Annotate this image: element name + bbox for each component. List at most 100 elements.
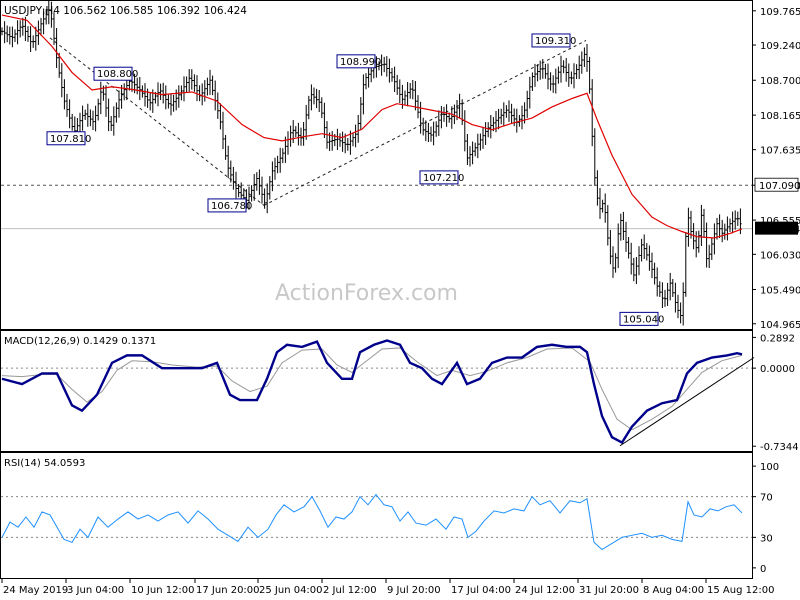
ohlc-bar [611,246,615,278]
ohlc-bar [650,252,654,279]
ohlc-bar [57,52,61,78]
ohlc-bar [700,204,703,247]
ohlc-bar [666,282,669,306]
ohlc-bar [554,68,558,94]
annotation-box [419,170,459,185]
ohlc-bar [83,109,87,120]
symbol-header: USDJPY,H4 106.562 106.585 106.392 106.42… [4,5,247,17]
ohlc-bar [247,186,251,210]
ohlc-bar [268,176,272,200]
x-tick-label: 31 Jul 20:00 [579,585,639,596]
ohlc-bar [447,112,451,123]
y-tick-label: 109.765 [760,7,800,18]
ohlc-bar [224,134,227,160]
ohlc-bar [377,61,381,71]
ohlc-bar [263,188,266,209]
macd-y-tick-label: -0.7344 [760,442,799,453]
price-panel-frame [0,0,753,330]
macd-layer [1,339,755,447]
price-annotation: 108.800 [93,66,138,81]
ohlc-bar [86,103,90,127]
moving-average-line [1,14,743,239]
ohlc-bar [687,207,690,247]
macd-y-tick-label: 0.0000 [760,364,795,375]
x-tick-label: 3 Jun 04:00 [67,585,124,596]
ohlc-bar [187,69,191,92]
level-label: 107.090 [759,181,800,192]
ohlc-bar [229,160,233,183]
ohlc-bar [330,131,334,151]
ohlc-bar [190,69,194,90]
ohlc-bar [206,77,209,96]
x-tick-label: 9 Jul 20:00 [387,585,441,596]
ohlc-bar [250,185,253,202]
annotation-label: 105.040 [623,314,664,325]
ohlc-bar [679,302,682,324]
ohlc-bar [601,199,604,213]
x-tick-label: 25 Jun 04:00 [259,585,323,596]
x-tick-label: 10 Jun 12:00 [131,585,195,596]
ohlc-bar [393,66,396,93]
ohlc-bar [336,128,339,151]
ohlc-bar [390,68,394,82]
ohlc-bar [195,75,199,102]
ohlc-bar [161,82,165,104]
ohlc-bar [234,171,238,199]
ohlc-bar [663,289,667,307]
ohlc-bar [544,63,547,79]
ohlc-bar [406,82,409,107]
ohlc-bar [671,278,675,297]
ohlc-bar [255,172,259,191]
annotation-box [93,66,133,81]
ohlc-bar [304,104,308,140]
x-tick-label: 24 May 2019 [3,585,68,596]
ohlc-bar [598,187,602,219]
ohlc-bar [434,121,438,137]
annotation-box [619,311,659,326]
ohlc-bar [635,256,638,285]
ohlc-bar [520,105,524,130]
annotation-box [531,33,571,48]
ohlc-bar [117,90,121,118]
x-tick-label: 8 Aug 04:00 [643,585,704,596]
rsi-y-tick-label: 30 [760,533,773,544]
ohlc-bar [42,8,45,35]
ohlc-bar [681,282,685,326]
ohlc-bar [432,121,435,146]
ohlc-bar [640,238,643,262]
ohlc-bar [684,232,688,297]
rsi-series [1,493,743,551]
ohlc-bar [260,176,264,204]
ohlc-bar [317,89,321,113]
ohlc-bar [538,60,542,80]
ohlc-bar [689,210,693,239]
ohlc-bar [362,74,365,115]
ohlc-bar [588,56,591,94]
ohlc-bar [226,145,230,179]
ohlc-bar [629,242,633,275]
y-tick-label: 108.700 [760,76,800,87]
x-tick-label: 2 Jul 12:00 [323,585,377,596]
ohlc-bar [637,246,641,276]
annotation-label: 109.310 [535,36,576,47]
x-tick-label: 24 Jul 12:00 [515,585,575,596]
ohlc-bar [91,110,95,131]
ohlc-bar [476,133,480,159]
ohlc-bar [731,211,734,234]
ohlc-bar [606,205,610,246]
ohlc-bar [546,63,550,90]
ohlc-bar [273,157,277,180]
y-tick-label: 105.490 [760,286,800,297]
ohlc-bar [697,230,701,253]
ohlc-bar [341,131,344,152]
ohlc-bar [583,47,586,67]
ohlc-bar [193,74,196,92]
y-tick-label: 107.635 [760,146,800,157]
ohlc-bar [70,113,74,131]
ohlc-bar [702,208,706,238]
ohlc-bar [648,245,651,271]
ohlc-bar [622,211,625,241]
ohlc-bar [403,90,407,105]
ohlc-bar [135,77,139,95]
